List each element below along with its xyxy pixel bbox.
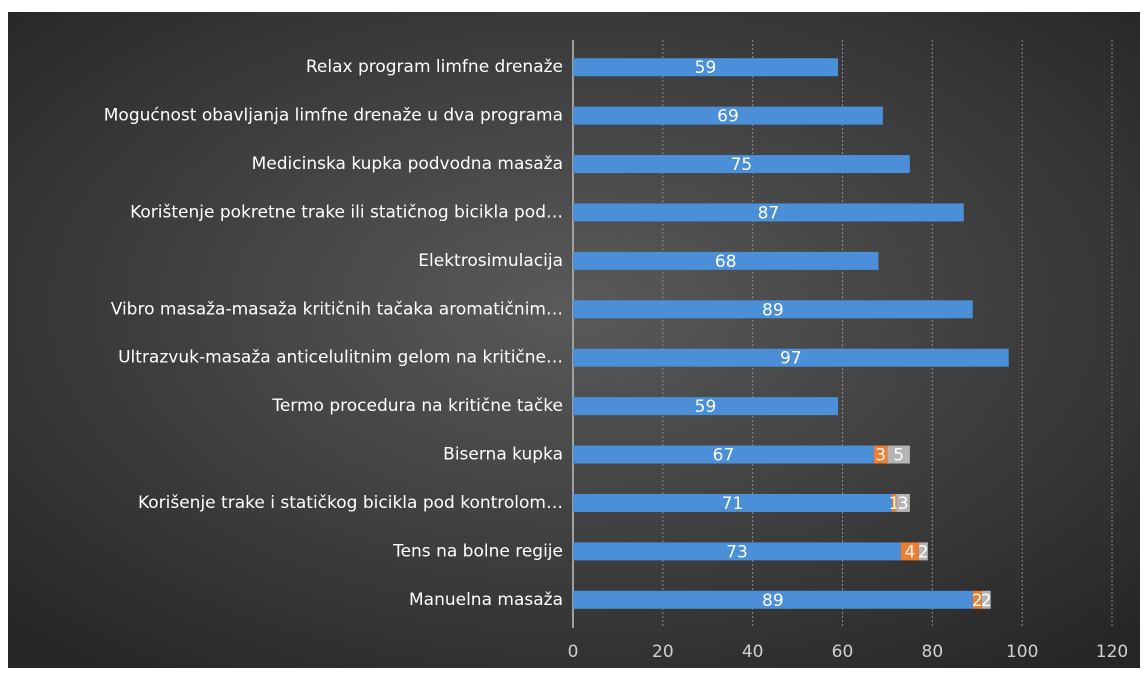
bar: [918, 542, 928, 561]
bar: [573, 590, 973, 609]
y-tick-label: Manuelna masaža: [409, 590, 563, 610]
data-label: 67: [713, 446, 735, 466]
y-tick-label: Korištenje pokretne trake ili statičnog …: [130, 202, 563, 222]
data-label: 5: [893, 446, 904, 466]
bar: [573, 445, 874, 464]
x-tick-label: 100: [1006, 642, 1038, 662]
x-tick-label: 40: [742, 642, 764, 662]
data-label: 89: [762, 300, 784, 320]
y-tick-label: Elektrosimulacija: [418, 251, 563, 271]
x-tick-label: 120: [1096, 642, 1128, 662]
y-tick-label: Ultrazvuk-masaža anticelulitnim gelom na…: [118, 348, 563, 368]
data-label: 4: [904, 542, 915, 562]
y-tick-label: Termo procedura na kritične tačke: [271, 396, 563, 416]
x-tick-label: 60: [832, 642, 854, 662]
bar: [573, 542, 901, 561]
bar: [573, 493, 892, 512]
bar: [900, 542, 919, 561]
x-tick-label: 80: [922, 642, 944, 662]
y-tick-label: Biserna kupka: [443, 445, 563, 465]
data-label: 59: [695, 397, 717, 417]
bar: [573, 58, 839, 77]
bar: [573, 106, 883, 125]
bar: [573, 397, 839, 416]
bar: [873, 445, 888, 464]
bar: [573, 155, 910, 174]
data-label: 89: [762, 591, 784, 611]
bar: [573, 348, 1009, 367]
data-label: 69: [717, 107, 739, 127]
data-label: 3: [898, 494, 909, 514]
data-label: 68: [715, 252, 737, 272]
bar: [573, 251, 879, 270]
data-label: 2: [981, 591, 992, 611]
x-tick-label: 20: [652, 642, 674, 662]
data-label: 59: [695, 58, 717, 78]
bar: [573, 300, 973, 319]
bar: [972, 590, 982, 609]
bar: [887, 445, 910, 464]
bar: [891, 493, 897, 512]
bar: [896, 493, 910, 512]
bar: [981, 590, 991, 609]
data-label: 2: [918, 542, 929, 562]
bar: [573, 203, 964, 222]
y-tick-label: Korišenje trake i statičkog bicikla pod …: [138, 493, 563, 513]
y-tick-label: Vibro masaža-masaža kritičnih tačaka aro…: [111, 299, 563, 319]
y-tick-label: Tens na bolne regije: [392, 541, 563, 561]
data-label: 3: [875, 446, 886, 466]
y-tick-label: Mogućnost obavljanja limfne drenaže u dv…: [104, 106, 563, 126]
y-tick-label: Relax program limfne drenaže: [306, 57, 563, 77]
data-label: 71: [722, 494, 744, 514]
data-label: 97: [780, 349, 802, 369]
data-label: 87: [758, 203, 780, 223]
data-label: 73: [726, 542, 748, 562]
data-label: 2: [972, 591, 983, 611]
data-label: 75: [731, 155, 753, 175]
data-label: 1: [889, 494, 900, 514]
y-tick-label: Medicinska kupka podvodna masaža: [252, 154, 563, 174]
x-tick-label: 0: [568, 642, 579, 662]
